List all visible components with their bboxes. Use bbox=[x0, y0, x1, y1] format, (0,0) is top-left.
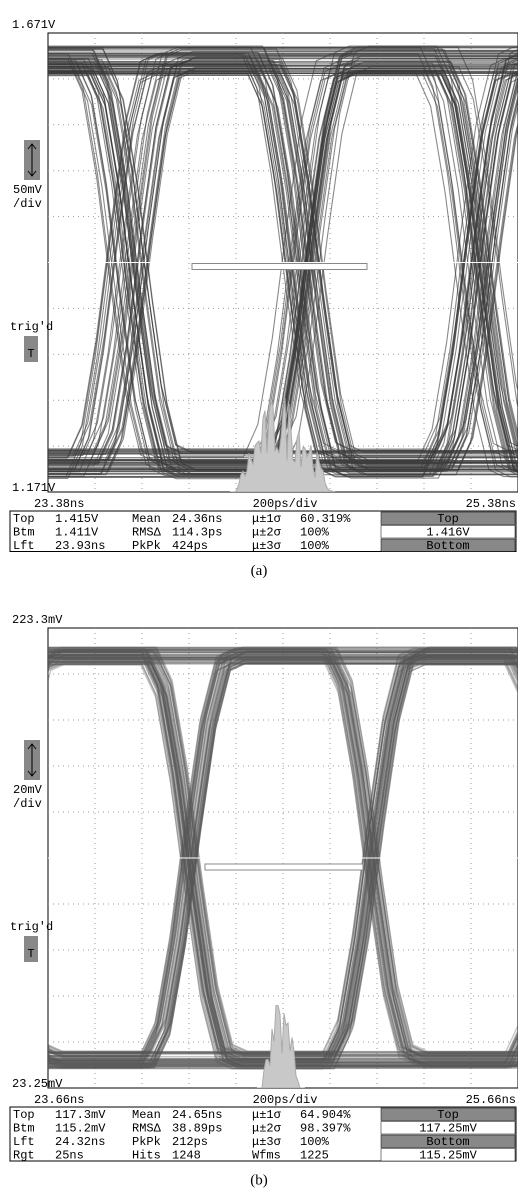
measurement: 100% bbox=[300, 539, 330, 553]
measurement: 24.32ns bbox=[55, 1135, 105, 1149]
measurement: μ±1σ bbox=[252, 512, 282, 526]
measurement: 212ps bbox=[172, 1135, 208, 1149]
eye-window bbox=[192, 264, 367, 270]
measurement: 1225 bbox=[300, 1148, 329, 1162]
scope-panel: 223.3mV 20mV/div trig'd T 23.25mV 23.66ns 200p… bbox=[0, 613, 518, 1188]
x-start: 23.66ns bbox=[34, 1093, 84, 1107]
measurement: 424ps bbox=[172, 539, 208, 553]
scale-unit: /div bbox=[13, 797, 42, 811]
measurement: 100% bbox=[300, 525, 330, 539]
x-start: 23.38ns bbox=[34, 497, 84, 511]
bottom-label: 23.25mV bbox=[12, 1077, 63, 1091]
side-label: 115.25mV bbox=[419, 1148, 477, 1162]
measurement: 60.319% bbox=[300, 512, 351, 526]
caption: (a) bbox=[251, 563, 268, 579]
measurement: 1248 bbox=[172, 1148, 201, 1162]
measurement: Rgt bbox=[13, 1148, 35, 1162]
measurement: 1.411V bbox=[55, 525, 99, 539]
caption: (b) bbox=[250, 1172, 268, 1188]
measurement: Btm bbox=[13, 525, 35, 539]
scale: 50mV bbox=[13, 183, 43, 197]
top-label: 223.3mV bbox=[12, 613, 63, 627]
measurement: Lft bbox=[13, 539, 35, 553]
measurement: μ±2σ bbox=[252, 1121, 282, 1135]
figure: 1.671V 50mV/div trig'd T 1.171V 23.38ns 200ps/… bbox=[0, 0, 518, 1195]
trigger-icon: T bbox=[27, 347, 34, 361]
measurement: 24.65ns bbox=[172, 1108, 222, 1122]
measurement: μ±2σ bbox=[252, 525, 282, 539]
measurement: 1.415V bbox=[55, 512, 99, 526]
measurement: 98.397% bbox=[300, 1121, 351, 1135]
side-label: 1.416V bbox=[426, 525, 470, 539]
measurement: 117.3mV bbox=[55, 1108, 106, 1122]
side-label: Top bbox=[437, 1108, 459, 1122]
scope-panel: 1.671V 50mV/div trig'd T 1.171V 23.38ns 200ps/… bbox=[0, 18, 518, 579]
top-label: 1.671V bbox=[12, 18, 56, 32]
trigger-icon: T bbox=[27, 947, 34, 961]
measurement: 115.2mV bbox=[55, 1121, 106, 1135]
scale: 20mV bbox=[13, 783, 43, 797]
measurement: 114.3ps bbox=[172, 525, 222, 539]
measurement: Hits bbox=[132, 1148, 161, 1162]
eye-window bbox=[205, 864, 363, 870]
measurement: Btm bbox=[13, 1121, 35, 1135]
x-end: 25.66ns bbox=[466, 1093, 516, 1107]
measurement: Lft bbox=[13, 1135, 35, 1149]
measurement: Mean bbox=[132, 1108, 161, 1122]
measurement: PkPk bbox=[132, 539, 161, 553]
side-label: Bottom bbox=[426, 1135, 469, 1149]
side-label: Bottom bbox=[426, 539, 469, 553]
measurement: μ±3σ bbox=[252, 1135, 282, 1149]
measurement: μ±1σ bbox=[252, 1108, 282, 1122]
measurement: RMSΔ bbox=[132, 1121, 162, 1135]
measurement: μ±3σ bbox=[252, 539, 282, 553]
measurement: 38.89ps bbox=[172, 1121, 222, 1135]
measurement: RMSΔ bbox=[132, 525, 162, 539]
measurement: Top bbox=[13, 1108, 35, 1122]
measurement: Wfms bbox=[252, 1148, 281, 1162]
scale-unit: /div bbox=[13, 197, 42, 211]
timebase: 200ps/div bbox=[253, 497, 318, 511]
bottom-label: 1.171V bbox=[12, 481, 56, 495]
side-label: Top bbox=[437, 512, 459, 526]
measurement: Top bbox=[13, 512, 35, 526]
measurement: PkPk bbox=[132, 1135, 161, 1149]
x-end: 25.38ns bbox=[466, 497, 516, 511]
measurement: 100% bbox=[300, 1135, 330, 1149]
side-label: 117.25mV bbox=[419, 1121, 477, 1135]
trigger: trig'd bbox=[10, 920, 53, 934]
trigger: trig'd bbox=[10, 320, 53, 334]
timebase: 200ps/div bbox=[253, 1093, 318, 1107]
measurement: 25ns bbox=[55, 1148, 84, 1162]
measurement: 64.904% bbox=[300, 1108, 351, 1122]
measurement: 23.93ns bbox=[55, 539, 105, 553]
measurement: Mean bbox=[132, 512, 161, 526]
measurement: 24.36ns bbox=[172, 512, 222, 526]
